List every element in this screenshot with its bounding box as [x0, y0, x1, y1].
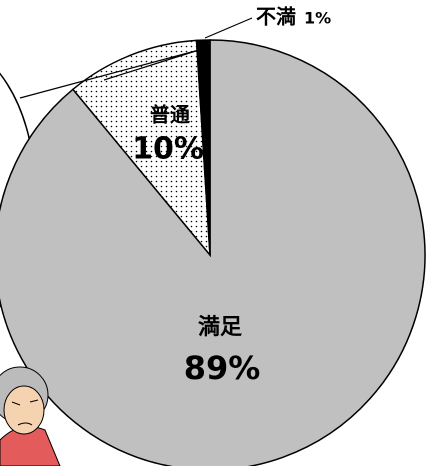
value-label: 10%: [132, 132, 204, 167]
slice-label: 満足: [198, 314, 242, 340]
slice-label: 不満: [256, 5, 296, 29]
value-label: 1%: [304, 9, 331, 28]
value-label: 89%: [184, 349, 261, 387]
chart: 満足 89% 普通 10% 不満 1%: [0, 0, 431, 466]
slice-label: 普通: [150, 103, 190, 127]
pie: [0, 40, 425, 466]
pie-slice: [0, 40, 425, 466]
page: {"chart_data": {"type": "pie", "categori…: [0, 0, 431, 466]
leader-line: [205, 18, 252, 38]
